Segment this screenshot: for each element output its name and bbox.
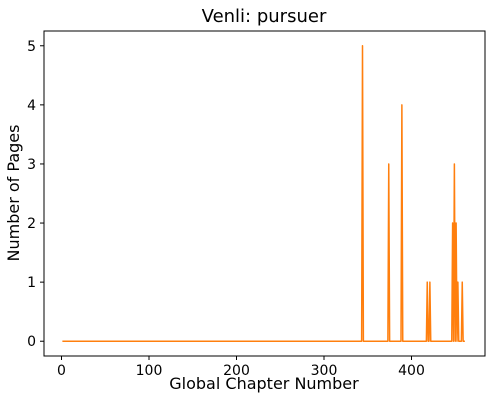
x-axis-ticks: 0 100 200 300 400 bbox=[57, 356, 425, 379]
x-tick-label: 400 bbox=[398, 363, 425, 379]
x-tick-label: 300 bbox=[311, 363, 338, 379]
plot-frame bbox=[43, 30, 486, 357]
y-tick-label: 3 bbox=[27, 157, 36, 173]
y-tick-label: 4 bbox=[27, 98, 36, 114]
y-tick-label: 1 bbox=[27, 275, 36, 291]
y-axis-label: Number of Pages bbox=[4, 125, 23, 262]
chart-title: Venli: pursuer bbox=[202, 6, 327, 27]
y-tick-label: 2 bbox=[27, 216, 36, 232]
y-tick-label: 5 bbox=[27, 39, 36, 55]
x-tick-label: 100 bbox=[136, 363, 163, 379]
plot-area bbox=[43, 30, 486, 357]
x-axis-label: Global Chapter Number bbox=[169, 374, 359, 393]
y-axis-ticks: 0 1 2 3 4 5 bbox=[27, 39, 44, 350]
series-line-0 bbox=[62, 45, 465, 342]
y-tick-label: 0 bbox=[27, 334, 36, 350]
x-tick-label: 200 bbox=[223, 363, 250, 379]
x-tick-label: 0 bbox=[57, 363, 66, 379]
